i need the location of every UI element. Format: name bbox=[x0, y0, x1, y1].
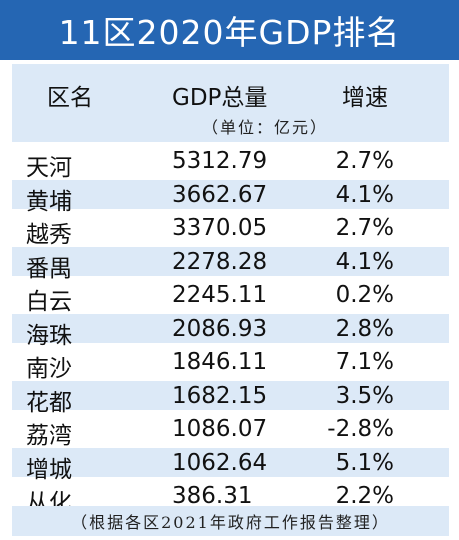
cell-region: 番禺 bbox=[26, 255, 72, 282]
header-growth: 增速 bbox=[342, 85, 388, 111]
cell-gdp: 3370.05 bbox=[172, 215, 268, 241]
cell-region: 增城 bbox=[26, 456, 72, 483]
cell-growth: 3.5% bbox=[335, 382, 394, 409]
cell-growth: 7.1% bbox=[335, 349, 394, 375]
cell-growth: 2.7% bbox=[335, 148, 394, 174]
table-row: 南沙 1846.11 7.1% bbox=[12, 347, 449, 382]
table-row: 番禺 2278.28 4.1% bbox=[12, 246, 449, 282]
table-row: 增城 1062.64 5.1% bbox=[12, 447, 449, 483]
cell-region: 越秀 bbox=[26, 222, 72, 248]
page-title: 11区2020年GDP排名 bbox=[0, 0, 459, 60]
source-note: （根据各区2021年政府工作报告整理） bbox=[12, 506, 449, 536]
cell-gdp: 2086.93 bbox=[172, 315, 268, 342]
cell-growth: 2.7% bbox=[335, 215, 394, 241]
cell-growth: 0.2% bbox=[335, 282, 394, 308]
table-row: 白云 2245.11 0.2% bbox=[12, 280, 449, 315]
table-row: 天河 5312.79 2.7% bbox=[12, 146, 449, 181]
cell-gdp: 5312.79 bbox=[172, 148, 268, 174]
cell-region: 白云 bbox=[26, 289, 72, 315]
cell-growth: 4.1% bbox=[335, 181, 394, 208]
cell-gdp: 1846.11 bbox=[172, 349, 268, 375]
cell-growth: 2.2% bbox=[335, 483, 394, 509]
header-unit: （单位：亿元） bbox=[202, 118, 329, 137]
cell-region: 南沙 bbox=[26, 356, 72, 382]
table-row: 海珠 2086.93 2.8% bbox=[12, 313, 449, 349]
cell-region: 花都 bbox=[26, 389, 72, 416]
cell-region: 黄埔 bbox=[26, 188, 72, 215]
cell-gdp: 3662.67 bbox=[172, 181, 268, 208]
cell-growth: 5.1% bbox=[335, 449, 394, 476]
cell-region: 天河 bbox=[26, 155, 72, 181]
table-row: 越秀 3370.05 2.7% bbox=[12, 213, 449, 248]
header-gdp: GDP总量 bbox=[172, 85, 268, 111]
cell-growth: 4.1% bbox=[335, 248, 394, 275]
table-body: 天河 5312.79 2.7% 黄埔 3662.67 4.1% 越秀 3370.… bbox=[12, 146, 449, 516]
cell-gdp: 1682.15 bbox=[172, 382, 268, 409]
table-row: 花都 1682.15 3.5% bbox=[12, 380, 449, 416]
cell-gdp: 1086.07 bbox=[172, 416, 268, 442]
table-row: 荔湾 1086.07 -2.8% bbox=[12, 414, 449, 449]
cell-region: 海珠 bbox=[26, 322, 72, 349]
table-row: 从化 386.31 2.2% bbox=[12, 481, 449, 516]
cell-gdp: 1062.64 bbox=[172, 449, 268, 476]
cell-gdp: 2245.11 bbox=[172, 282, 268, 308]
cell-gdp: 386.31 bbox=[172, 483, 253, 509]
cell-growth: 2.8% bbox=[335, 315, 394, 342]
header-region: 区名 bbox=[47, 85, 93, 111]
table-header: 区名 GDP总量 增速 （单位：亿元） bbox=[12, 64, 449, 142]
cell-growth: -2.8% bbox=[327, 416, 394, 442]
cell-gdp: 2278.28 bbox=[172, 248, 268, 275]
table-row: 黄埔 3662.67 4.1% bbox=[12, 179, 449, 215]
cell-region: 荔湾 bbox=[26, 423, 72, 449]
